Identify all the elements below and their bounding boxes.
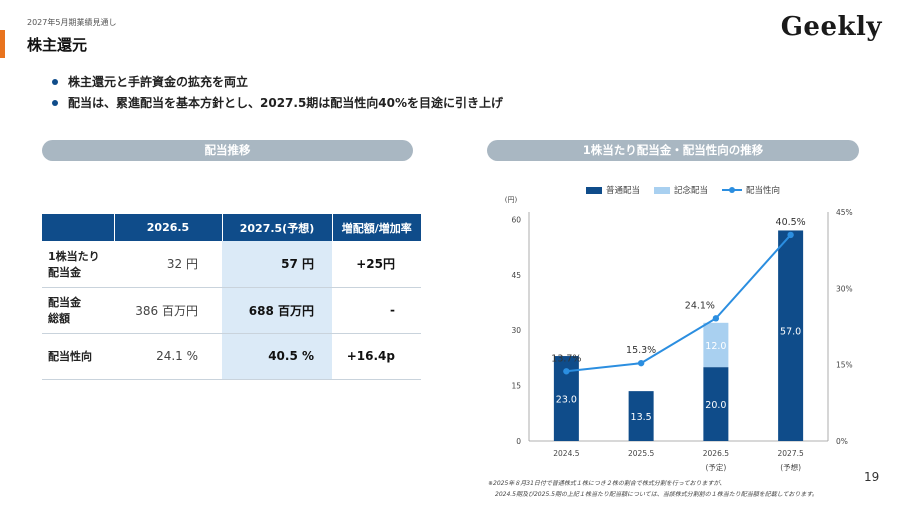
- left-tick-label: 45: [511, 271, 521, 280]
- legend-item: 普通配当: [586, 184, 640, 196]
- table-header-cell: 2027.5(予想): [222, 214, 333, 241]
- bullet-item: 株主還元と手許資金の拡充を両立: [52, 72, 503, 93]
- left-tick-label: 0: [516, 437, 521, 446]
- legend-item: 配当性向: [722, 184, 780, 196]
- legend-swatch: [586, 186, 602, 194]
- row-label: 配当性向: [42, 333, 114, 380]
- table-header-cell: 増配額/増加率: [332, 214, 421, 241]
- value-2026: 24.1 %: [114, 333, 222, 380]
- payout-ratio-label: 40.5%: [776, 217, 806, 228]
- footnote: ※2025年８月31日付で普通株式１株につき２株の割合で株式分割を行っております…: [488, 480, 818, 498]
- x-tick-sublabel: (予定): [705, 462, 726, 472]
- value-2027: 57 円: [222, 241, 332, 288]
- value-change: -: [332, 287, 421, 334]
- bar-commemorative-dividend: [703, 322, 729, 368]
- table-header-row: 2026.5 2027.5(予想) 増配額/増加率: [42, 214, 421, 241]
- bar-value-label: 23.0: [556, 395, 577, 406]
- table-header-cell: 2026.5: [114, 214, 223, 241]
- page-number: 19: [864, 470, 880, 484]
- legend-line-marker: [722, 187, 743, 193]
- bullet-item: 配当は、累進配当を基本方針とし、2027.5期は配当性向40%を目途に引き上げ: [52, 93, 503, 114]
- table-row: 1株当たり 配当金 32 円 57 円 +25円: [42, 241, 421, 288]
- bar-value-label: 13.5: [631, 412, 652, 423]
- right-tick-label: 15%: [836, 361, 853, 370]
- x-tick-label: 2024.5: [553, 449, 579, 458]
- bar-value-label: 57.0: [780, 326, 801, 337]
- right-tick-label: 45%: [836, 208, 853, 217]
- dividend-table: 2026.5 2027.5(予想) 増配額/増加率 1株当たり 配当金 32 円 …: [42, 214, 421, 380]
- payout-ratio-point: [787, 231, 794, 239]
- left-tick-label: 60: [511, 215, 521, 224]
- payout-ratio-label: 13.7%: [551, 353, 581, 364]
- payout-ratio-label: 15.3%: [626, 345, 656, 356]
- bar-value-label: 12.0: [705, 341, 726, 352]
- legend-item: 記念配当: [654, 184, 708, 196]
- bar-value-label: 20.0: [705, 400, 726, 411]
- bar-ordinary-dividend: [703, 367, 729, 441]
- dividend-chart-heading: 1株当たり配当金・配当性向の推移: [487, 140, 859, 161]
- left-axis-unit: (円): [505, 196, 518, 204]
- value-2026: 386 百万円: [114, 287, 222, 334]
- dividend-history-heading: 配当推移: [42, 140, 413, 161]
- chart-legend: 普通配当 記念配当 配当性向: [586, 184, 780, 196]
- bullet-list: 株主還元と手許資金の拡充を両立 配当は、累進配当を基本方針とし、2027.5期は…: [52, 72, 503, 114]
- table-header-cell: [42, 214, 115, 241]
- payout-ratio-point: [563, 368, 570, 375]
- right-tick-label: 30%: [836, 284, 853, 293]
- row-label: 配当金 総額: [42, 287, 114, 334]
- table-row: 配当性向 24.1 % 40.5 % +16.4p: [42, 333, 421, 380]
- x-tick-label: 2025.5: [628, 449, 654, 458]
- table-row: 配当金 総額 386 百万円 688 百万円 -: [42, 287, 421, 334]
- bar-ordinary-dividend: [778, 230, 804, 441]
- row-label: 1株当たり 配当金: [42, 241, 114, 288]
- page-title: 株主還元: [27, 36, 88, 54]
- value-2027: 688 百万円: [222, 287, 332, 334]
- payout-ratio-point: [637, 359, 645, 367]
- x-tick-label: 2026.5: [703, 449, 729, 458]
- x-tick-sublabel: (予想): [780, 462, 801, 472]
- company-logo: Geekly: [780, 12, 882, 42]
- value-2027: 40.5 %: [222, 333, 332, 380]
- payout-ratio-point: [712, 315, 720, 322]
- payout-ratio-label: 24.1%: [685, 300, 715, 311]
- value-change: +25円: [332, 241, 421, 288]
- left-tick-label: 30: [511, 326, 521, 335]
- x-tick-label: 2027.5: [778, 449, 804, 458]
- left-tick-label: 15: [511, 382, 521, 391]
- value-2026: 32 円: [114, 241, 222, 288]
- section-subtitle: 2027年5月期業績見通し: [27, 18, 117, 27]
- title-accent-bar: [0, 30, 5, 58]
- right-tick-label: 0%: [836, 437, 848, 446]
- legend-swatch: [654, 186, 671, 194]
- bar-ordinary-dividend: [628, 391, 654, 441]
- value-change: +16.4p: [332, 333, 421, 380]
- payout-ratio-line: [566, 234, 792, 373]
